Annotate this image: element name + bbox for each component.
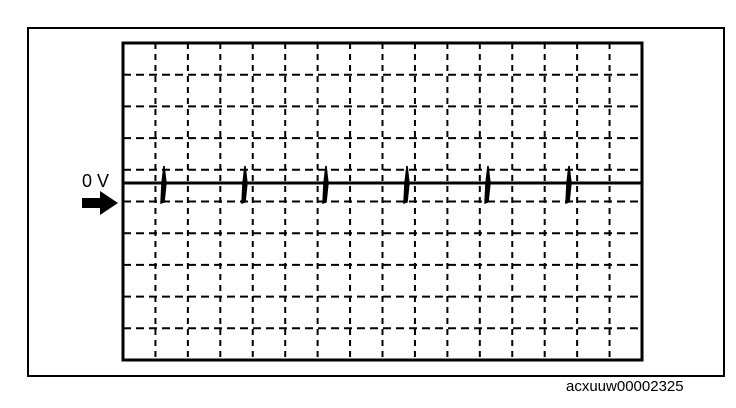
waveform-spike	[403, 165, 410, 205]
waveform-pulses	[160, 165, 572, 205]
waveform-spike	[241, 165, 248, 205]
waveform-spike	[322, 165, 329, 205]
arrow-icon	[82, 191, 118, 215]
waveform-spike	[565, 165, 572, 205]
waveform-spike	[484, 165, 491, 205]
figure-id: acxuuw00002325	[566, 378, 684, 395]
outer-frame	[27, 27, 725, 377]
scope-grid	[123, 43, 642, 360]
waveform-spike	[160, 165, 167, 205]
screen-border	[121, 41, 644, 362]
zero-volt-label: 0 V	[82, 171, 110, 191]
